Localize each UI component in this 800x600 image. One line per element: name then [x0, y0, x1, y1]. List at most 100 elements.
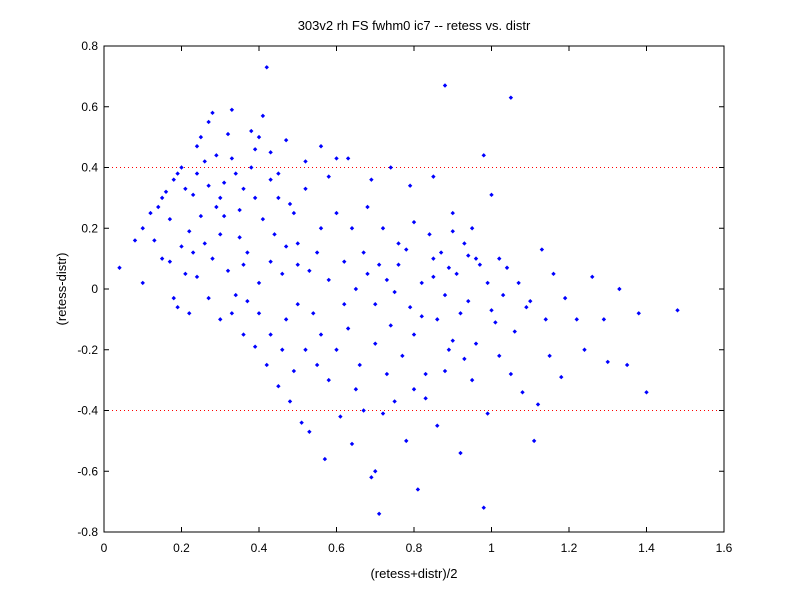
data-point: [485, 280, 490, 286]
data-point: [601, 317, 607, 322]
data-point: [218, 195, 223, 201]
data-point: [353, 286, 359, 292]
data-point: [241, 332, 246, 337]
data-point: [132, 238, 138, 243]
data-point: [373, 469, 378, 474]
y-tick-label: 0.8: [81, 39, 98, 53]
data-point: [485, 411, 490, 416]
data-point: [423, 371, 428, 377]
data-point: [233, 292, 238, 298]
data-point: [295, 262, 300, 267]
data-point: [407, 305, 413, 310]
data-point: [264, 65, 269, 70]
data-point: [152, 238, 157, 243]
data-point: [376, 262, 382, 267]
data-point: [283, 137, 289, 143]
data-point: [241, 262, 246, 267]
data-point: [291, 210, 297, 216]
chart-title: 303v2 rh FS fwhm0 ic7 -- retess vs. dist…: [298, 18, 531, 33]
data-point: [442, 83, 448, 88]
data-point: [473, 341, 479, 346]
data-point: [229, 156, 235, 161]
data-point: [380, 411, 386, 416]
data-point: [252, 147, 258, 152]
data-point: [276, 171, 281, 176]
data-point: [295, 301, 300, 307]
data-point: [404, 247, 409, 252]
data-point: [458, 311, 463, 316]
data-point: [322, 456, 328, 462]
data-point: [497, 256, 502, 261]
data-point: [423, 396, 428, 401]
data-point: [256, 134, 262, 140]
data-point: [500, 292, 506, 298]
data-point: [462, 241, 467, 246]
data-point: [404, 438, 409, 444]
data-point: [206, 183, 211, 188]
data-point: [190, 250, 196, 255]
data-point: [307, 429, 312, 434]
data-point: [388, 165, 393, 170]
data-point: [365, 271, 370, 277]
data-point: [256, 311, 262, 316]
data-point: [590, 274, 595, 280]
data-point: [407, 183, 413, 188]
y-tick-label: 0.6: [81, 100, 98, 114]
data-point: [280, 271, 285, 277]
data-point: [504, 265, 510, 270]
plot-area: [103, 45, 725, 533]
data-point: [535, 402, 541, 407]
data-point: [574, 317, 579, 322]
data-point: [450, 338, 455, 343]
data-point: [221, 180, 227, 185]
x-tick-label: 0.2: [173, 541, 190, 555]
y-tick-label: -0.8: [77, 525, 98, 539]
data-point: [481, 505, 486, 510]
data-point: [512, 329, 517, 334]
data-point: [268, 177, 273, 182]
x-tick-label: 0.8: [406, 541, 423, 555]
data-point: [508, 95, 514, 100]
data-point: [206, 119, 211, 125]
data-point: [427, 232, 432, 237]
data-point: [454, 271, 459, 277]
x-axis-label: (retess+distr)/2: [370, 566, 457, 581]
data-point: [431, 256, 436, 261]
data-point: [435, 317, 440, 322]
data-point: [210, 110, 215, 116]
data-point: [148, 210, 153, 216]
data-point: [349, 226, 355, 231]
data-point: [202, 241, 207, 246]
data-point: [175, 171, 180, 176]
data-point: [175, 305, 180, 310]
data-point: [225, 268, 231, 273]
data-point: [531, 438, 537, 444]
data-point: [469, 377, 475, 383]
data-point: [419, 280, 424, 286]
data-point: [268, 332, 273, 337]
data-point: [497, 353, 502, 359]
data-point: [218, 317, 223, 322]
data-point: [543, 317, 548, 322]
data-point: [218, 232, 223, 237]
data-point: [194, 274, 200, 280]
data-point: [307, 268, 312, 273]
data-point: [334, 156, 339, 161]
data-point: [419, 314, 424, 319]
data-point: [326, 174, 331, 179]
data-point: [256, 280, 262, 286]
data-point: [516, 280, 521, 286]
data-point: [493, 320, 498, 325]
data-point: [473, 256, 479, 261]
data-point: [334, 347, 339, 352]
data-point: [338, 414, 343, 419]
x-tick-label: 1.2: [561, 541, 578, 555]
data-point: [283, 244, 289, 249]
data-point: [345, 326, 351, 331]
data-point: [264, 362, 269, 368]
data-point: [179, 244, 184, 249]
data-point: [311, 311, 316, 316]
data-point: [396, 262, 401, 267]
data-point: [446, 265, 452, 270]
data-point: [442, 292, 448, 298]
